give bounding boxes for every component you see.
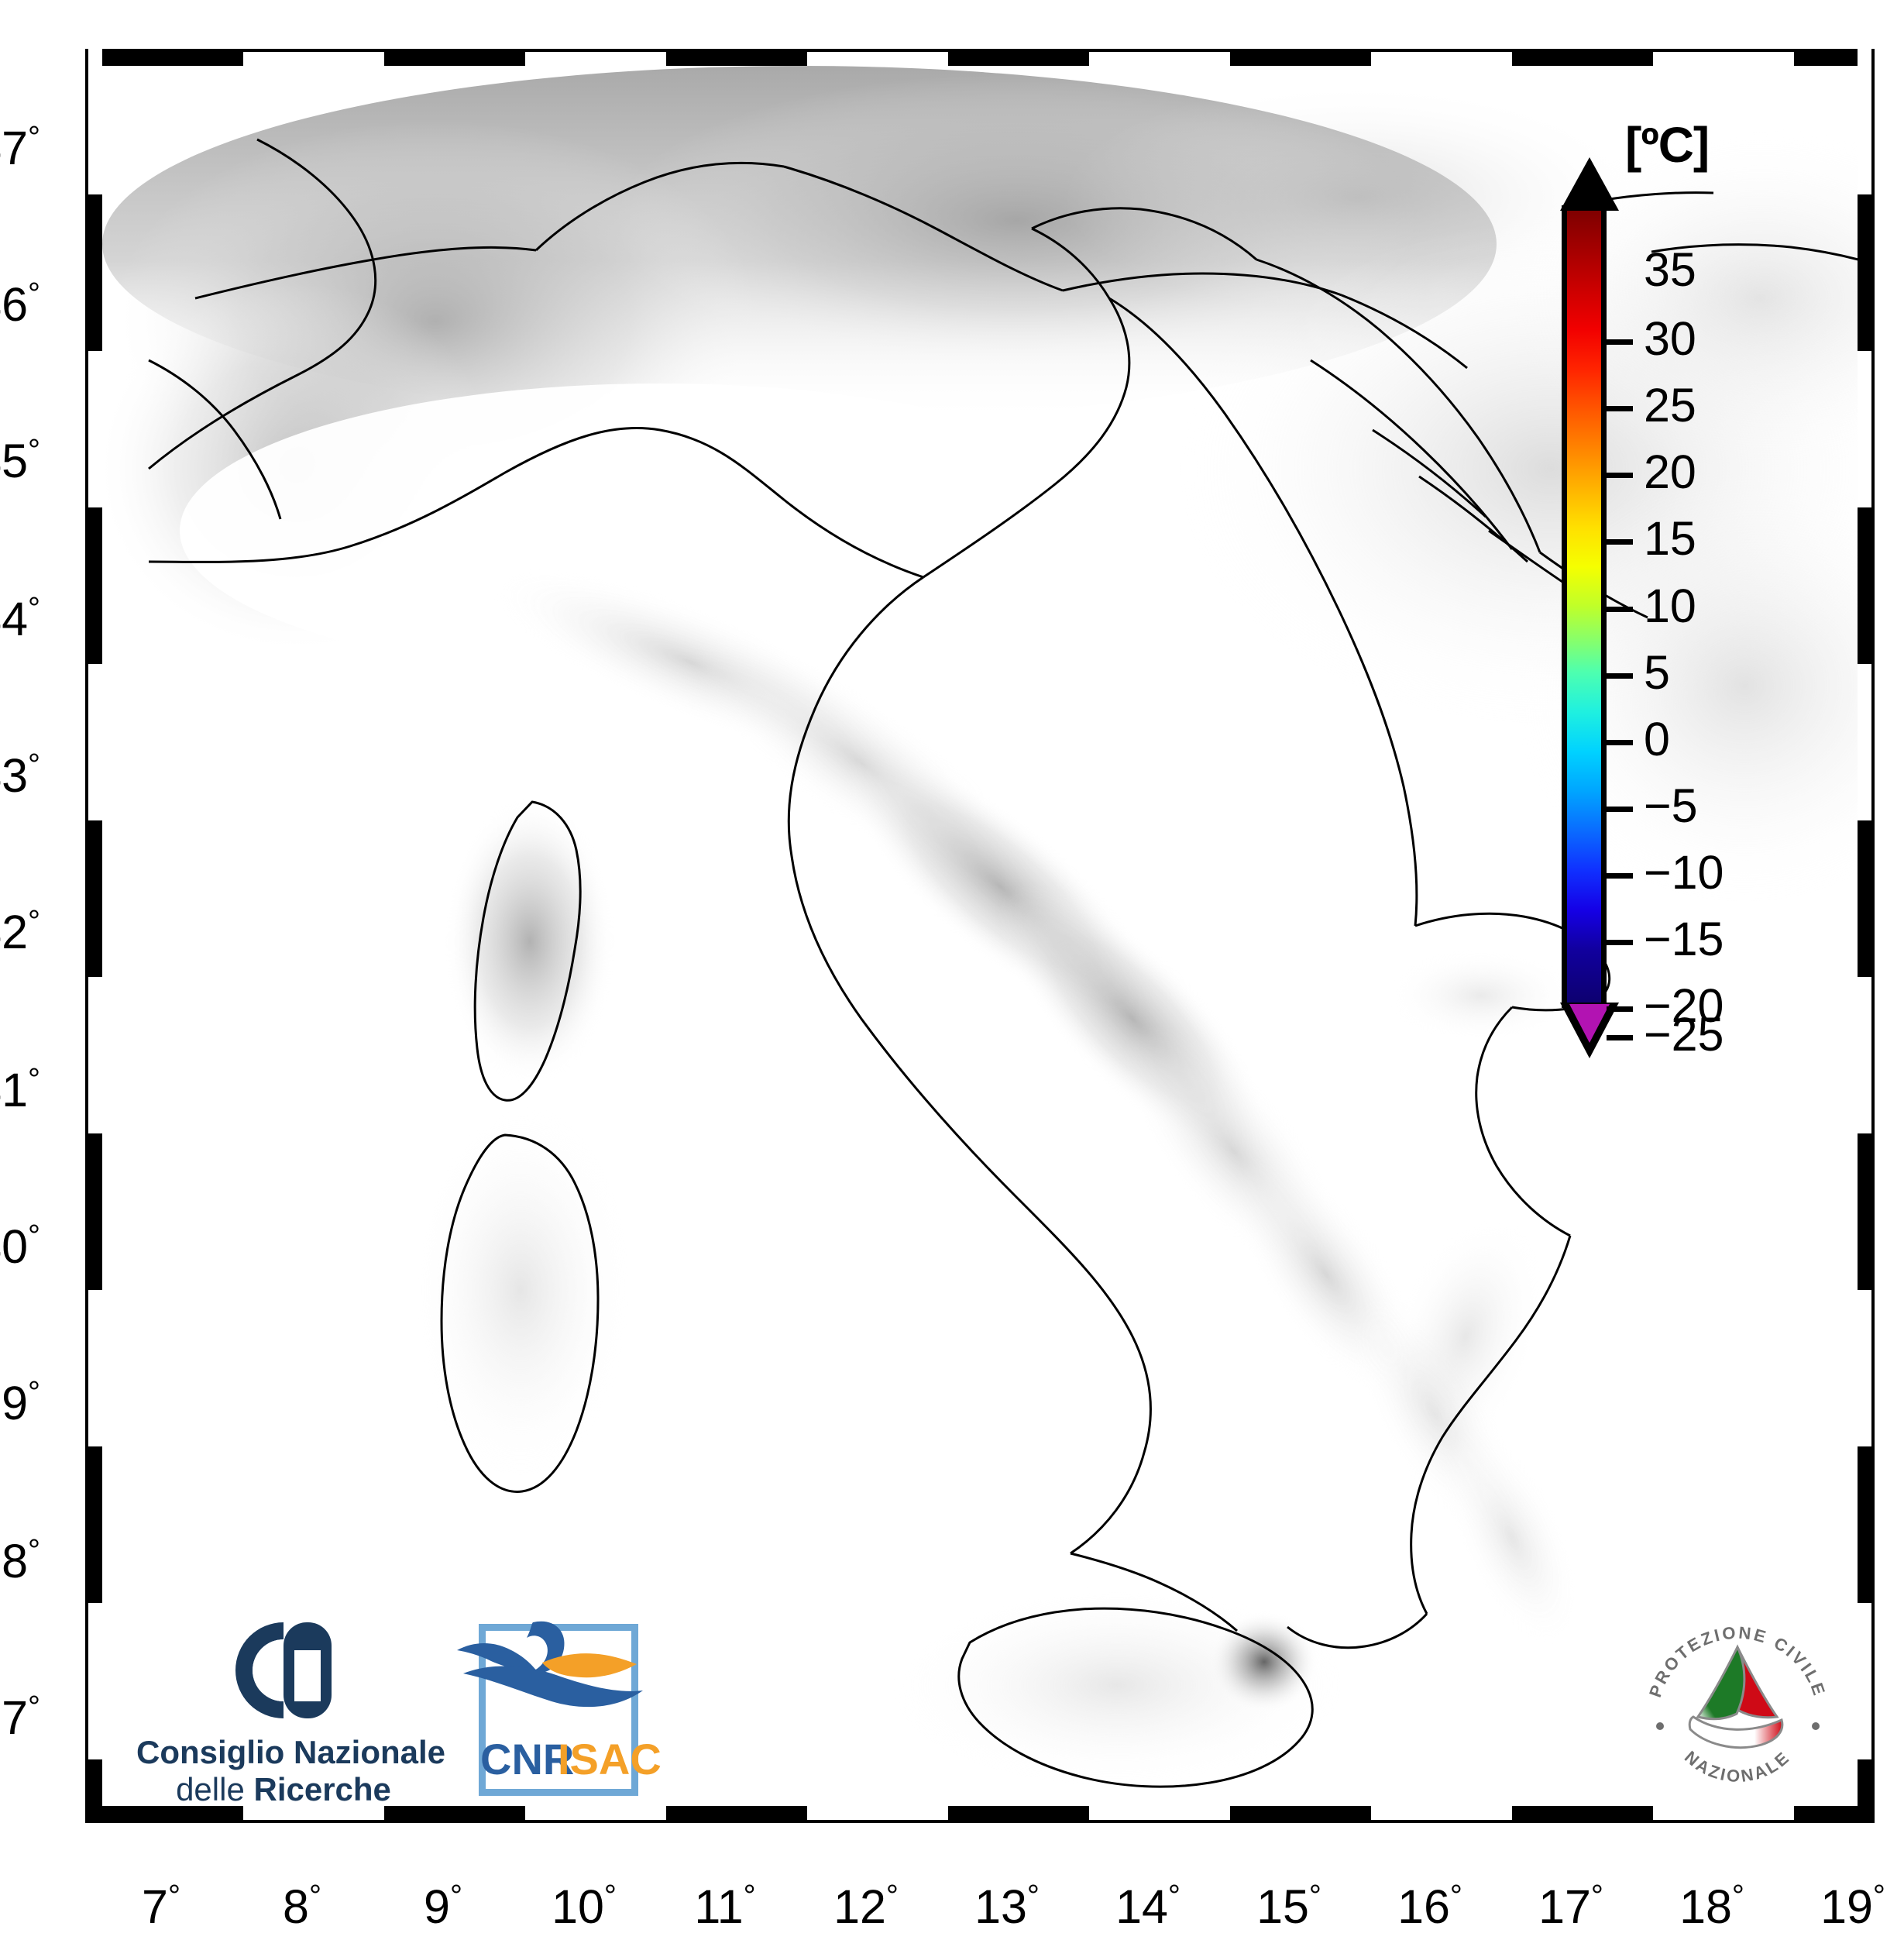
cnr-logo[interactable]: Consiglio Nazionale delle Ricerche	[136, 1618, 446, 1811]
colorbar-label-25: 25	[1644, 379, 1696, 432]
frame-top	[85, 49, 1875, 66]
frame-bottom	[85, 1806, 1875, 1823]
colorbar-label--25: −25	[1644, 1008, 1724, 1061]
colorbar-label-20: 20	[1644, 445, 1696, 498]
coastline-overlay	[148, 138, 1858, 1788]
colorbar-over-arrow-icon	[1560, 157, 1619, 211]
colorbar-label--10: −10	[1644, 846, 1724, 899]
lon-label-9: 9°	[424, 1879, 462, 1933]
isac-wave-icon	[457, 1621, 643, 1708]
colorbar-tick--5	[1607, 807, 1633, 812]
colorbar-units-label: [ºC]	[1625, 117, 1710, 173]
lon-label-10: 10°	[552, 1879, 617, 1933]
lon-label-16: 16°	[1397, 1879, 1462, 1933]
colorbar-label--15: −15	[1644, 913, 1724, 965]
lat-label-44: 44°	[0, 591, 40, 645]
colorbar-tick-0	[1607, 740, 1633, 745]
lat-label-38: 38°	[0, 1533, 40, 1587]
lat-label-47: 47°	[0, 120, 40, 174]
lon-label-11: 11°	[694, 1879, 756, 1933]
colorbar-tick--10	[1607, 873, 1633, 879]
lon-label-14: 14°	[1115, 1879, 1181, 1933]
lat-label-45: 45°	[0, 433, 40, 487]
lat-label-43: 43°	[0, 748, 40, 802]
lon-label-18: 18°	[1679, 1879, 1744, 1933]
lat-label-42: 42°	[0, 904, 40, 958]
frame-left	[85, 49, 102, 1823]
lon-label-12: 12°	[833, 1879, 899, 1933]
colorbar-label-35: 35	[1644, 243, 1696, 296]
colorbar-tick--20	[1607, 1006, 1633, 1012]
lon-label-8: 8°	[283, 1879, 321, 1933]
colorbar-tick--15	[1607, 940, 1633, 945]
protezione-civile-mark-icon: PROTEZIONE CIVILE NAZIONALE	[1645, 1614, 1830, 1800]
lon-label-7: 7°	[142, 1879, 180, 1933]
colorbar-under-arrow-icon	[1569, 1004, 1610, 1043]
cnr-isac-logo[interactable]: CNR ISAC	[457, 1619, 662, 1813]
colorbar-body[interactable]	[1560, 157, 1619, 1058]
colorbar-label--5: −5	[1644, 779, 1698, 832]
frame-right	[1858, 49, 1875, 1823]
colorbar[interactable]: [ºC] 35 30 25 20 15 10 5 0 −5 −10 −15 −2…	[1560, 116, 1870, 1058]
colorbar-label-0: 0	[1644, 713, 1670, 765]
isac-frame	[479, 1624, 638, 1796]
cnr-logo-line2: delle Ricerche	[136, 1771, 431, 1808]
cnr-logo-line2-thin: delle	[176, 1771, 254, 1807]
isac-isac-text: ISAC	[558, 1735, 662, 1783]
lat-label-41: 41°	[0, 1062, 40, 1116]
colorbar-tick-30	[1607, 339, 1633, 345]
colorbar-label-10: 10	[1644, 580, 1696, 632]
colorbar-gradient	[1567, 211, 1601, 1003]
lon-label-13: 13°	[974, 1879, 1040, 1933]
colorbar-label-15: 15	[1644, 512, 1696, 565]
cnr-logo-line2-bold: Ricerche	[253, 1771, 391, 1807]
colorbar-tick-15	[1607, 539, 1633, 545]
colorbar-label-30: 30	[1644, 312, 1696, 365]
colorbar-label-5: 5	[1644, 646, 1670, 699]
lat-label-39: 39°	[0, 1375, 40, 1429]
colorbar-tick-10	[1607, 607, 1633, 612]
lon-label-15: 15°	[1256, 1879, 1321, 1933]
lon-label-17: 17°	[1538, 1879, 1603, 1933]
colorbar-tick-5	[1607, 673, 1633, 679]
lon-label-19: 19°	[1820, 1879, 1885, 1933]
isac-cnr-text: CNR	[480, 1735, 575, 1783]
colorbar-tick-25	[1607, 406, 1633, 411]
lat-label-40: 40°	[0, 1219, 40, 1273]
protezione-civile-logo[interactable]: PROTEZIONE CIVILE NAZIONALE	[1633, 1602, 1842, 1811]
cnr-mark-icon	[235, 1622, 332, 1718]
colorbar-tick--25	[1607, 1035, 1633, 1040]
colorbar-label--20: −20	[1644, 979, 1724, 1032]
lat-label-37: 37°	[0, 1690, 40, 1744]
lat-label-46: 46°	[0, 277, 40, 331]
colorbar-tick-20	[1607, 473, 1633, 478]
cnr-logo-line1: Consiglio Nazionale	[136, 1734, 446, 1770]
